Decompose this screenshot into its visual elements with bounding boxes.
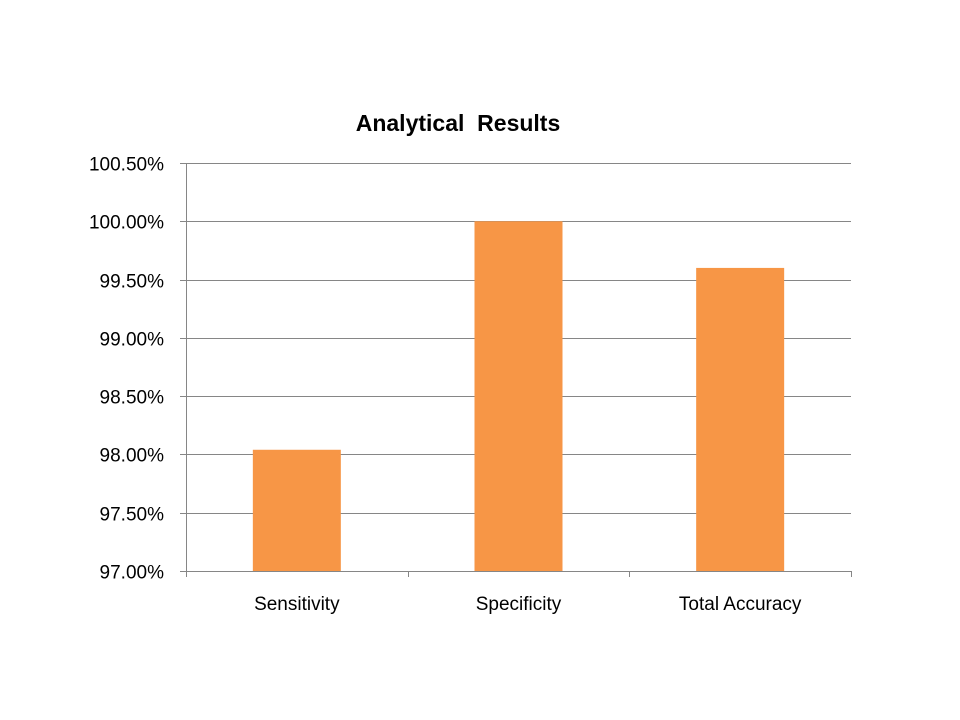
bar-specificity [474, 221, 563, 572]
y-tick-label: 99.00% [100, 330, 165, 351]
x-tick-label: Specificity [476, 594, 562, 615]
bar-sensitivity [252, 449, 341, 571]
y-tick-label: 97.00% [100, 563, 165, 584]
axes [180, 163, 852, 577]
x-tick-label: Total Accuracy [679, 594, 802, 615]
bars [252, 221, 785, 572]
chart-title: Analytical Results [355, 110, 561, 136]
x-tick-label: Sensitivity [254, 594, 340, 615]
y-tick-label: 100.00% [89, 213, 164, 234]
x-tick-labels: Sensitivity Specificity Total Accuracy [254, 594, 802, 615]
y-tick-labels: 97.00% 97.50% 98.00% 98.50% 99.00% 99.50% 100.… [89, 155, 164, 584]
y-tick-label: 100.50% [89, 155, 164, 176]
y-tick-label: 98.50% [100, 388, 165, 409]
y-tick-label: 97.50% [100, 505, 165, 526]
bar-total-accuracy [696, 267, 785, 571]
y-tick-label: 99.50% [100, 272, 165, 293]
y-tick-label: 98.00% [100, 446, 165, 467]
